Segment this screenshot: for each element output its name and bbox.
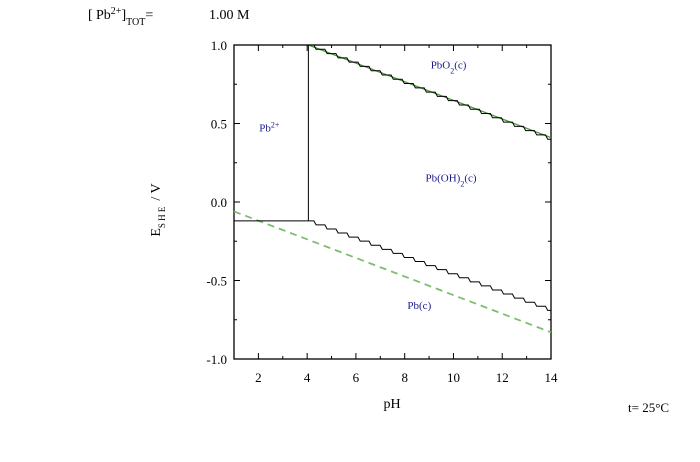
svg-text:ES H E/ V: ES H E/ V (149, 183, 167, 236)
y-tick-label-0: 1.0 (211, 38, 227, 53)
axis-ticks (233, 44, 552, 360)
region-labels: Pb2+ PbO2(c) Pb(OH)2(c) Pb(c) (259, 60, 477, 312)
region-label-1: PbO2(c) (431, 60, 467, 76)
x-tick-label-1: 4 (304, 370, 311, 385)
x-axis-title: pH (383, 397, 400, 412)
x-tick-label-3: 8 (401, 370, 408, 385)
x-tick-label-2: 6 (353, 370, 360, 385)
bracket-open: [ (88, 8, 93, 23)
temperature-label: t= 25°C (628, 400, 669, 415)
water-line-1 (308, 44, 552, 139)
total-concentration-value: 1.00 M (209, 8, 250, 23)
boundary-3 (308, 44, 551, 140)
x-tick-label-5: 12 (496, 370, 509, 385)
water-stability-lines (233, 44, 552, 334)
y-tick-label-4: -1.0 (206, 352, 227, 367)
predominance-boundaries (234, 44, 551, 311)
axis-tick-labels: 2 4 6 8 10 12 14 1.0 0.5 0.0 -0.5 -1.0 (206, 38, 558, 385)
region-label-2: Pb(OH)2(c) (425, 173, 476, 189)
region-label-0: Pb2+ (259, 120, 280, 135)
plot-frame (233, 44, 552, 360)
region-label-3: Pb(c) (407, 300, 431, 312)
y-tick-label-2: 0.0 (211, 195, 227, 210)
x-tick-label-6: 14 (545, 370, 559, 385)
y-axis-title: ES H E/ V (149, 183, 167, 236)
y-tick-label-3: -0.5 (206, 274, 227, 289)
y-tick-label-1: 0.5 (211, 117, 227, 132)
x-tick-label-4: 10 (447, 370, 460, 385)
x-tick-label-0: 2 (255, 370, 262, 385)
water-line-0 (233, 210, 552, 334)
total-concentration-label: Pb2+]TOT= (96, 6, 153, 28)
boundary-2 (308, 220, 551, 311)
